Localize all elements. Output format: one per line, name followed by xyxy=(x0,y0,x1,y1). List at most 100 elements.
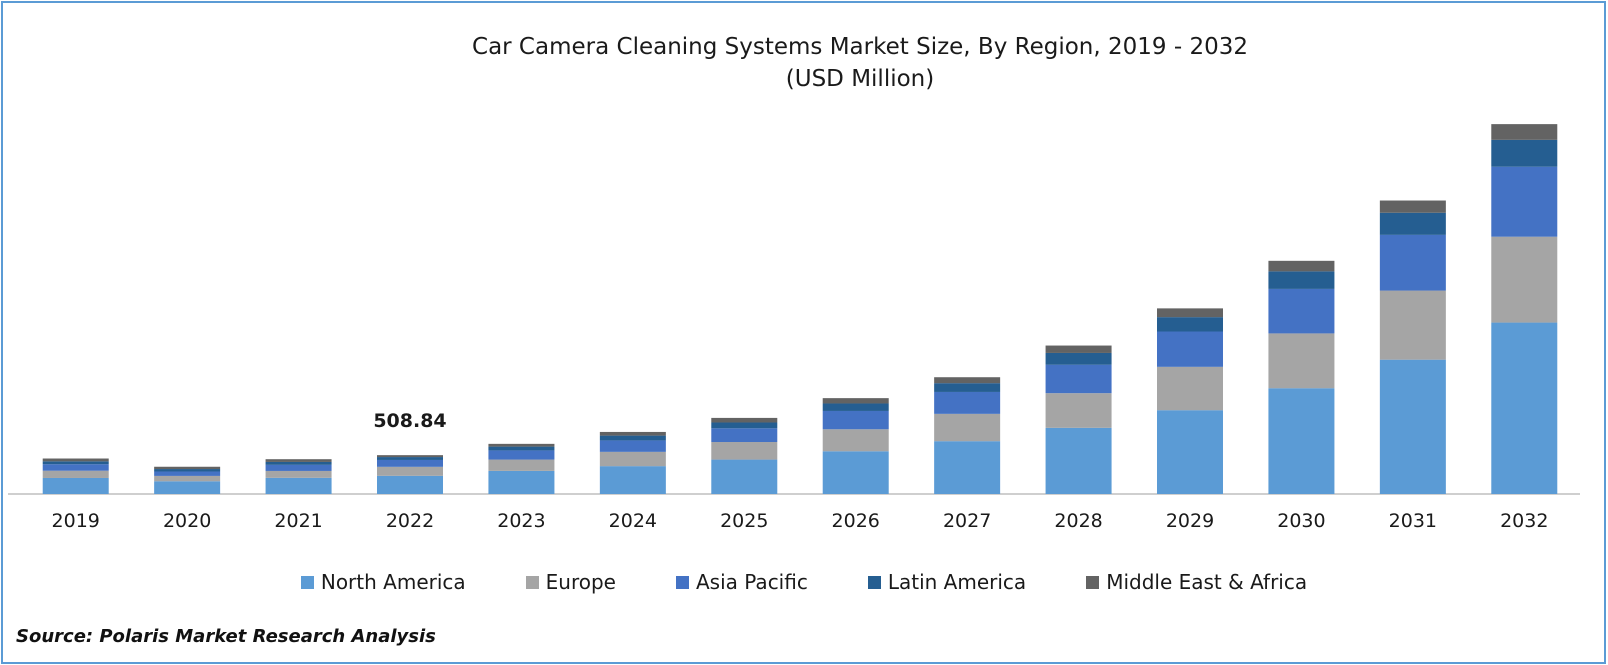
bar-segment xyxy=(266,459,332,462)
bar-segment xyxy=(1380,201,1446,213)
bar-segment xyxy=(600,466,666,494)
bar-segment xyxy=(600,452,666,466)
bar-segment xyxy=(488,450,554,459)
bar-segment xyxy=(43,461,109,464)
bar-segment xyxy=(711,460,777,494)
bar-segment xyxy=(1157,332,1223,367)
legend-swatch xyxy=(868,576,881,589)
bar-segment xyxy=(934,414,1000,441)
bar-segment xyxy=(377,476,443,494)
bar-segment xyxy=(823,429,889,451)
bar-segment xyxy=(1046,365,1112,393)
bar-segment xyxy=(43,471,109,478)
stacked-bar-chart: 2019 2020 2021 2022 508.84 2023 2024 2025 2026 20… xyxy=(0,0,1608,560)
bar-segment xyxy=(1491,140,1557,167)
x-tick-label: 2022 xyxy=(386,510,434,532)
legend-swatch xyxy=(526,576,539,589)
bar-segment xyxy=(488,447,554,451)
bar-segment xyxy=(1268,289,1334,333)
bar-segment xyxy=(154,481,220,494)
x-tick-label: 2019 xyxy=(52,510,100,532)
x-tick-label: 2031 xyxy=(1389,510,1437,532)
bar-segment xyxy=(154,469,220,471)
bar-segment xyxy=(43,459,109,462)
bar-segment xyxy=(1046,428,1112,494)
legend-item: Asia Pacific xyxy=(676,570,808,594)
bar-segment xyxy=(1268,333,1334,388)
bar-segment xyxy=(823,411,889,429)
bar-segment xyxy=(1491,323,1557,494)
bar-segment xyxy=(377,460,443,467)
bar-segment xyxy=(1157,308,1223,317)
bar-segment xyxy=(934,441,1000,494)
legend-swatch xyxy=(676,576,689,589)
x-tick-label: 2023 xyxy=(497,510,545,532)
bar-segment xyxy=(1046,353,1112,365)
bar-segment xyxy=(488,444,554,447)
legend-label: Asia Pacific xyxy=(696,570,808,594)
x-tick-label: 2020 xyxy=(163,510,211,532)
legend-label: North America xyxy=(321,570,466,594)
legend-label: Middle East & Africa xyxy=(1106,570,1307,594)
bar-segment xyxy=(488,471,554,494)
legend-label: Latin America xyxy=(888,570,1026,594)
bar-segment xyxy=(377,457,443,460)
bar-segment xyxy=(266,465,332,471)
bar-segment xyxy=(1268,388,1334,494)
bar-segment xyxy=(154,471,220,475)
legend-item: Middle East & Africa xyxy=(1086,570,1307,594)
legend-swatch xyxy=(301,576,314,589)
bar-segment xyxy=(934,377,1000,383)
bar-segment xyxy=(266,478,332,494)
bar-segment xyxy=(488,460,554,471)
bar-segment xyxy=(823,451,889,494)
bar-segment xyxy=(1491,124,1557,140)
bar-segment xyxy=(1380,213,1446,235)
bar-segment xyxy=(823,403,889,410)
legend-item: Europe xyxy=(526,570,616,594)
x-tick-label: 2029 xyxy=(1166,510,1214,532)
bar-segment xyxy=(934,392,1000,414)
chart-legend: North America Europe Asia Pacific Latin Ame… xyxy=(0,570,1608,594)
bar-segment xyxy=(1046,393,1112,428)
x-tick-label: 2032 xyxy=(1500,510,1548,532)
x-tick-label: 2026 xyxy=(832,510,880,532)
bar-segment xyxy=(1046,346,1112,353)
x-tick-label: 2030 xyxy=(1277,510,1325,532)
bar-segment xyxy=(1157,317,1223,331)
bar-segment xyxy=(377,467,443,476)
legend-label: Europe xyxy=(546,570,616,594)
bar-segment xyxy=(711,442,777,460)
bar-segment xyxy=(266,471,332,478)
bar-segment xyxy=(1268,271,1334,289)
bar-segment xyxy=(600,436,666,441)
bar-segment xyxy=(377,455,443,457)
x-tick-label: 2025 xyxy=(720,510,768,532)
x-tick-label: 2024 xyxy=(609,510,657,532)
bar-segment xyxy=(1157,410,1223,494)
bar-segment xyxy=(1380,291,1446,360)
bar-segment xyxy=(154,467,220,469)
bar-segment xyxy=(711,418,777,423)
bar-segment xyxy=(1268,261,1334,272)
bar-segment xyxy=(1491,167,1557,237)
bar-segment xyxy=(43,478,109,494)
legend-item: Latin America xyxy=(868,570,1026,594)
bar-segment xyxy=(1491,237,1557,323)
source-note: Source: Polaris Market Research Analysis xyxy=(16,626,436,647)
x-tick-label: 2021 xyxy=(274,510,322,532)
legend-item: North America xyxy=(301,570,466,594)
bar-segment xyxy=(600,432,666,436)
data-label: 508.84 xyxy=(373,410,446,432)
bar-segment xyxy=(934,383,1000,392)
bar-segment xyxy=(823,398,889,403)
bar-segment xyxy=(711,422,777,428)
bar-segment xyxy=(600,440,666,451)
bar-segment xyxy=(154,476,220,481)
x-tick-label: 2028 xyxy=(1054,510,1102,532)
bar-segment xyxy=(43,464,109,470)
x-tick-label: 2027 xyxy=(943,510,991,532)
bar-segment xyxy=(266,462,332,465)
legend-swatch xyxy=(1086,576,1099,589)
bar-segment xyxy=(711,428,777,442)
